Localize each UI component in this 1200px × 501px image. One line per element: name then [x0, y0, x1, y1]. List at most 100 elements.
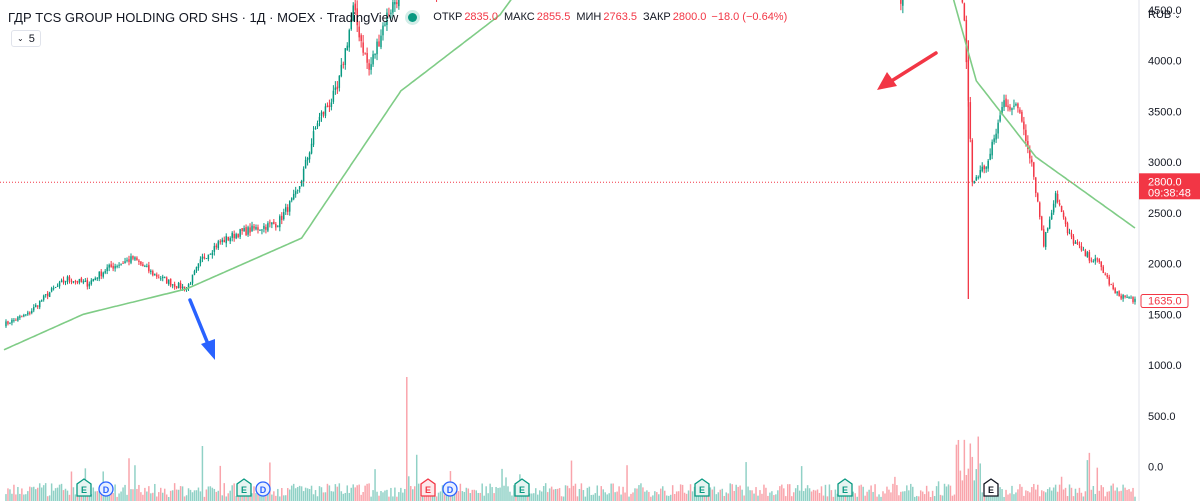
- candle-body: [358, 26, 360, 38]
- volume-bar: [727, 493, 729, 501]
- volume-bar: [1068, 484, 1071, 501]
- volume-bar: [755, 487, 757, 501]
- volume-bar: [535, 488, 537, 501]
- volume-bar: [19, 493, 21, 501]
- candle-body: [283, 212, 285, 220]
- volume-bar: [1056, 491, 1059, 501]
- volume-bar: [864, 495, 866, 501]
- candle-body: [1001, 107, 1003, 115]
- volume-bar: [767, 495, 769, 501]
- volume-bar: [467, 488, 470, 501]
- close-label: ЗАКР: [643, 11, 671, 23]
- volume-bar: [828, 484, 831, 501]
- volume-bar: [1108, 491, 1110, 501]
- volume-bar: [1106, 491, 1108, 501]
- candle-body: [350, 19, 352, 30]
- volume-bar: [392, 496, 394, 501]
- candle-body: [1072, 236, 1075, 244]
- candle-body: [191, 274, 194, 284]
- volume-bar: [152, 492, 154, 501]
- volume-bar: [253, 486, 255, 501]
- earnings-marker[interactable]: E: [837, 478, 853, 497]
- candle-body: [229, 238, 231, 242]
- volume-bar: [229, 490, 231, 501]
- volume-bar: [118, 493, 120, 501]
- volume-bar: [967, 468, 970, 501]
- volume-bar: [368, 483, 370, 501]
- volume-bar: [1088, 452, 1091, 501]
- volume-bar: [638, 485, 640, 501]
- earnings-marker[interactable]: E: [420, 478, 436, 497]
- volume-bar: [685, 493, 688, 501]
- candle-body: [118, 264, 120, 266]
- candle-body: [364, 52, 366, 54]
- market-status-icon: [408, 12, 418, 22]
- candle-body: [1052, 203, 1055, 213]
- symbol-title[interactable]: ГДР TCS GROUP HOLDING ORD SHS · 1Д · MOE…: [8, 9, 399, 25]
- volume-bar: [868, 489, 870, 501]
- volume-bar: [25, 494, 27, 501]
- volume-bar: [622, 486, 624, 501]
- candle-body: [203, 256, 206, 259]
- volume-bar: [60, 483, 63, 501]
- earnings-marker[interactable]: E: [694, 478, 710, 497]
- candle-body: [130, 256, 132, 263]
- volume-bar: [820, 486, 823, 501]
- volume-bar: [826, 496, 829, 501]
- volume-bar: [417, 483, 420, 501]
- volume-bar: [804, 488, 807, 501]
- candle-body: [58, 282, 61, 287]
- volume-bar: [586, 487, 589, 501]
- candle-body: [1048, 219, 1051, 229]
- candle-body: [277, 226, 279, 228]
- candle-body: [160, 278, 162, 280]
- dividend-marker[interactable]: D: [442, 481, 458, 497]
- volume-bar: [165, 494, 168, 501]
- volume-bar: [290, 485, 293, 501]
- dividend-marker[interactable]: D: [255, 481, 271, 497]
- earnings-marker[interactable]: E: [514, 478, 530, 497]
- volume-bar: [1078, 487, 1081, 501]
- candle-body: [1003, 100, 1005, 108]
- earnings-marker[interactable]: E: [236, 478, 252, 497]
- volume-bar: [273, 491, 275, 501]
- volume-bar: [465, 487, 468, 501]
- volume-bar: [570, 460, 573, 501]
- volume-bar: [300, 486, 303, 501]
- volume-bar: [618, 486, 620, 501]
- volume-bar: [269, 462, 271, 501]
- volume-bar: [654, 491, 656, 501]
- volume-bar: [497, 487, 499, 501]
- volume-bar: [806, 485, 809, 501]
- indicators-toggle-button[interactable]: ⌄ 5: [11, 30, 41, 47]
- candle-body: [156, 274, 158, 277]
- candle-body: [148, 265, 150, 272]
- candle-body: [48, 292, 51, 297]
- volume-bar: [779, 486, 781, 501]
- volume-bar: [1090, 489, 1093, 501]
- candle-body: [1060, 206, 1063, 213]
- volume-bar: [858, 485, 860, 501]
- candle-body: [975, 177, 978, 181]
- candle-body: [1092, 261, 1095, 262]
- volume-bar: [544, 483, 547, 501]
- volume-bar: [529, 493, 531, 501]
- volume-bar: [640, 483, 642, 501]
- candle-body: [396, 2, 398, 5]
- volume-bar: [931, 490, 934, 501]
- candle-body: [1062, 212, 1065, 218]
- earnings-marker[interactable]: E: [76, 478, 92, 497]
- earnings-marker[interactable]: E: [983, 478, 999, 497]
- candle-body: [225, 236, 227, 244]
- volume-bar: [364, 485, 366, 501]
- dividend-marker[interactable]: D: [98, 481, 114, 497]
- volume-bar: [306, 488, 309, 501]
- currency-selector[interactable]: RUB ⌄: [1148, 9, 1181, 21]
- volume-bar: [935, 486, 938, 501]
- volume-bar: [584, 496, 587, 501]
- volume-bar: [1044, 492, 1047, 501]
- candle-body: [1009, 106, 1011, 110]
- volume-bar: [763, 484, 765, 501]
- candle-body: [324, 106, 327, 116]
